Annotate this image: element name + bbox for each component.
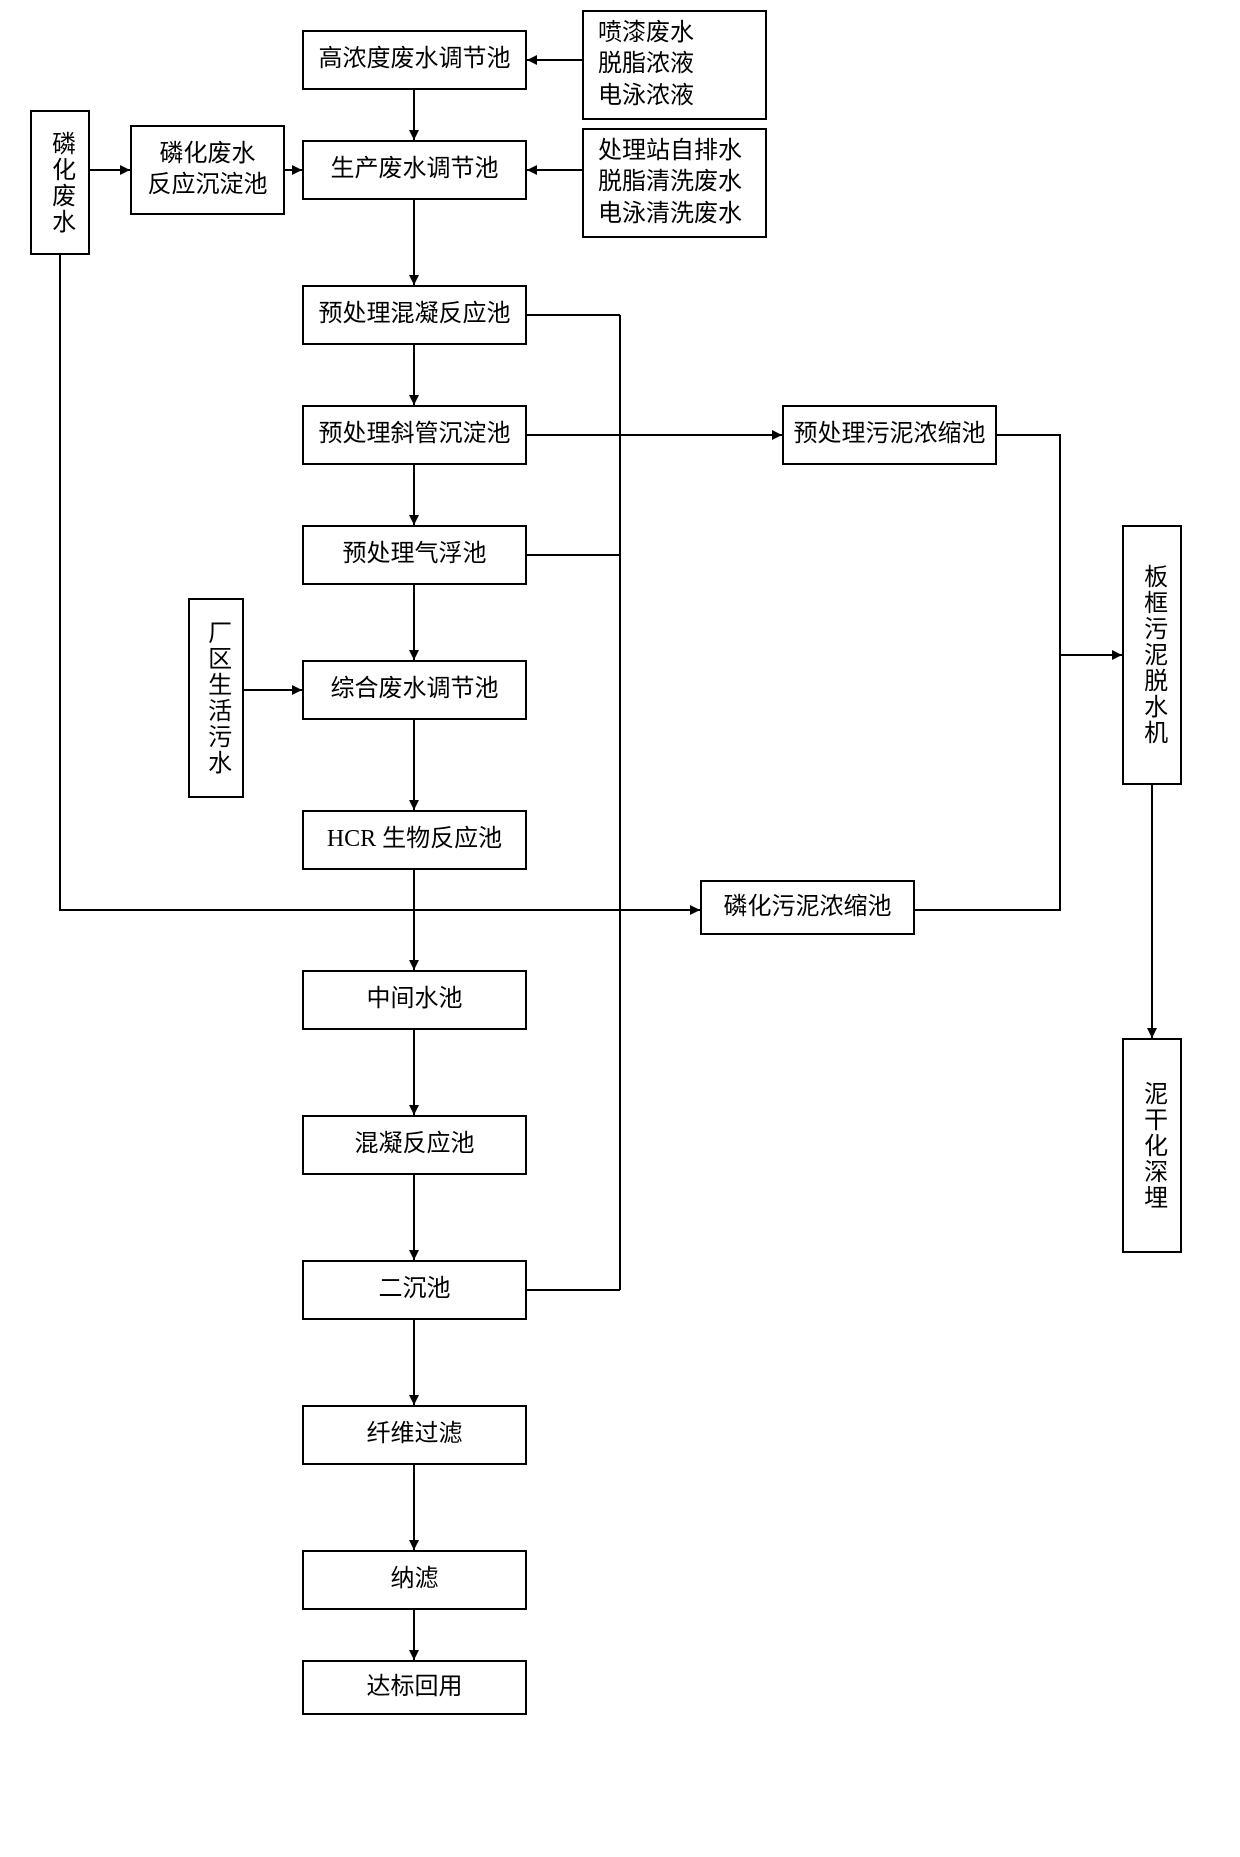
node-label: 预处理混凝反应池: [319, 299, 511, 330]
node-label: 达标回用: [367, 1672, 463, 1703]
node-label: 纤维过滤: [367, 1419, 463, 1450]
edge-phos_sludge-dewater_join: [915, 655, 1060, 910]
node-label: 处理站自排水 脱脂清洗废水 电泳清洗废水: [598, 136, 742, 230]
node-dewater: 板框污泥脱水机: [1122, 525, 1182, 785]
node-label: 预处理污泥浓缩池: [794, 419, 986, 450]
edge-pre_sludge-dewater: [997, 435, 1122, 655]
node-label: 混凝反应池: [355, 1129, 475, 1160]
node-label: 高浓度废水调节池: [319, 44, 511, 75]
node-pre_tube: 预处理斜管沉淀池: [302, 405, 527, 465]
node-prod_ww_tank: 生产废水调节池: [302, 140, 527, 200]
node-dry_bury: 泥干化深埋: [1122, 1038, 1182, 1253]
node-label: 纳滤: [391, 1564, 439, 1595]
node-phosphate_ww: 磷化废水: [30, 110, 90, 255]
node-label: 生产废水调节池: [331, 154, 499, 185]
node-label: 预处理斜管沉淀池: [319, 419, 511, 450]
node-fiber_filter: 纤维过滤: [302, 1405, 527, 1465]
node-label: 板框污泥脱水机: [1136, 564, 1167, 746]
node-label: 泥干化深埋: [1136, 1081, 1167, 1211]
node-label: 二沉池: [379, 1274, 451, 1305]
node-pre_float: 预处理气浮池: [302, 525, 527, 585]
node-label: 喷漆废水 脱脂浓液 电泳浓液: [598, 18, 694, 112]
node-input_top: 喷漆废水 脱脂浓液 电泳浓液: [582, 10, 767, 120]
node-sec_settle: 二沉池: [302, 1260, 527, 1320]
node-reuse: 达标回用: [302, 1660, 527, 1715]
node-high_conc_tank: 高浓度废水调节池: [302, 30, 527, 90]
node-pre_sludge: 预处理污泥浓缩池: [782, 405, 997, 465]
node-hcr: HCR 生物反应池: [302, 810, 527, 870]
node-phos_sludge: 磷化污泥浓缩池: [700, 880, 915, 935]
node-label: 厂区生活污水: [200, 620, 231, 776]
node-label: 磷化污泥浓缩池: [724, 892, 892, 923]
node-label: HCR 生物反应池: [327, 824, 502, 855]
node-coag_react: 混凝反应池: [302, 1115, 527, 1175]
node-label: 磷化废水: [44, 131, 75, 235]
node-mid_pool: 中间水池: [302, 970, 527, 1030]
node-phosphate_react: 磷化废水 反应沉淀池: [130, 125, 285, 215]
node-combined_tank: 综合废水调节池: [302, 660, 527, 720]
node-input_mid: 处理站自排水 脱脂清洗废水 电泳清洗废水: [582, 128, 767, 238]
node-pre_coag: 预处理混凝反应池: [302, 285, 527, 345]
node-label: 综合废水调节池: [331, 674, 499, 705]
node-label: 预处理气浮池: [343, 539, 487, 570]
node-nanofilter: 纳滤: [302, 1550, 527, 1610]
node-label: 磷化废水 反应沉淀池: [148, 139, 268, 201]
node-factory_sewage: 厂区生活污水: [188, 598, 244, 798]
node-label: 中间水池: [367, 984, 463, 1015]
